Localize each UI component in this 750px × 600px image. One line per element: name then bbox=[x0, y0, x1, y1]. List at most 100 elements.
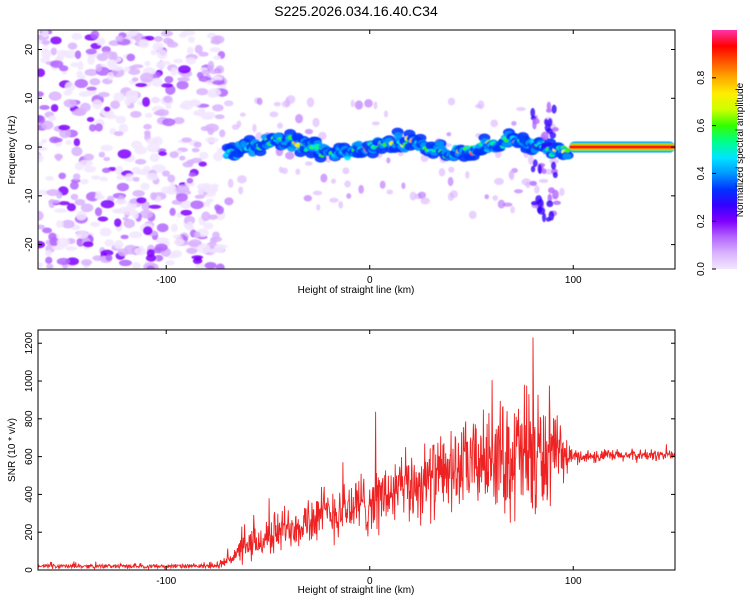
spectrogram-noise-cell bbox=[124, 97, 132, 106]
spectrogram-noise-cell bbox=[179, 200, 193, 209]
spectrogram-noise-cell bbox=[72, 173, 81, 181]
spectrogram-noise-cell bbox=[203, 111, 216, 119]
spectrogram-noise-cell bbox=[136, 197, 147, 204]
spectrogram-noise-cell bbox=[181, 137, 192, 143]
spectrogram-noise-cell bbox=[118, 123, 129, 133]
spectrogram-noise-cell bbox=[50, 104, 59, 112]
spectrogram-noise-cell bbox=[90, 221, 101, 227]
spectrogram-x-axis-label: Height of straight line (km) bbox=[298, 285, 415, 296]
spectrogram-noise-cell bbox=[205, 136, 219, 144]
spectrogram-noise-cell bbox=[212, 104, 224, 112]
spectrogram-noise-cell bbox=[38, 154, 44, 163]
spectrogram-spread-cell bbox=[530, 107, 536, 118]
spectrogram-noise-cell bbox=[150, 49, 157, 56]
spectrogram-scatter-cell bbox=[318, 131, 327, 140]
spectrogram-scatter-cell bbox=[450, 190, 458, 199]
spectrogram-spread-cell bbox=[540, 142, 547, 149]
spectrogram-noise-cell bbox=[170, 223, 178, 233]
spectrogram-scatter-cell bbox=[386, 189, 394, 195]
spectrogram-noise-cell bbox=[123, 31, 138, 38]
spectrogram-scatter-cell bbox=[281, 167, 288, 175]
spectrogram-noise-cell bbox=[186, 46, 194, 55]
spectrogram-noise-cell bbox=[130, 110, 142, 118]
spectrogram-noise-cell bbox=[156, 49, 168, 60]
spectrogram-spread-cell bbox=[551, 127, 559, 132]
spectrogram-scatter-cell bbox=[447, 97, 456, 106]
spectrogram-noise-cell bbox=[135, 82, 148, 88]
spectrogram-noise-cell bbox=[219, 84, 227, 89]
spectrogram-noise-cell bbox=[89, 78, 101, 86]
spectrogram-noise-cell bbox=[126, 53, 136, 62]
spectrogram-noise-cell bbox=[54, 208, 68, 213]
spectrogram-noise-cell bbox=[80, 259, 93, 266]
spectrogram-scatter-cell bbox=[534, 185, 540, 194]
spectrogram-noise-cell bbox=[40, 47, 49, 53]
spectrogram-noise-cell bbox=[144, 35, 155, 41]
spectrogram-noise-cell bbox=[143, 123, 152, 130]
spectrogram-noise-cell bbox=[194, 44, 203, 54]
spectrogram-noise-cell bbox=[63, 98, 77, 108]
spectrogram-noise-cell bbox=[59, 128, 71, 139]
spectrogram-noise-cell bbox=[55, 153, 62, 162]
spectrogram-noise-cell bbox=[209, 69, 219, 75]
spectrogram-noise-cell bbox=[123, 66, 131, 73]
spectrogram-cells bbox=[38, 30, 675, 269]
spectrogram-scatter-cell bbox=[306, 97, 315, 108]
spectrogram-noise-cell bbox=[94, 207, 103, 217]
snr-x-tick-label: -100 bbox=[156, 576, 176, 587]
spectrogram-ridge-cell bbox=[344, 155, 351, 161]
spectrogram-spread-cell bbox=[546, 200, 554, 208]
spectrogram-noise-cell bbox=[139, 209, 153, 219]
spectrogram-noise-cell bbox=[45, 256, 53, 264]
snr-series-line bbox=[38, 337, 675, 570]
spectrogram-noise-cell bbox=[164, 76, 174, 84]
spectrogram-scatter-cell bbox=[269, 111, 279, 118]
spectrogram-noise-cell bbox=[169, 207, 176, 217]
spectrogram-noise-cell bbox=[166, 41, 179, 48]
spectrogram-noise-cell bbox=[202, 184, 213, 193]
spectrogram-noise-cell bbox=[96, 37, 106, 46]
spectrogram-noise-cell bbox=[138, 38, 150, 49]
spectrogram-scatter-cell bbox=[312, 190, 323, 196]
spectrogram-spread-cell bbox=[532, 159, 538, 168]
spectrogram-noise-cell bbox=[117, 149, 132, 159]
spectrogram-noise-cell bbox=[38, 115, 46, 124]
spectrogram-noise-cell bbox=[46, 263, 54, 269]
spectrogram-noise-cell bbox=[38, 210, 44, 221]
snr-y-tick-label: 200 bbox=[24, 523, 35, 540]
spectrogram-noise-cell bbox=[100, 249, 114, 257]
spectrogram-scatter-cell bbox=[446, 132, 452, 137]
spectrogram-noise-cell bbox=[175, 184, 190, 194]
spectrogram-noise-cell bbox=[105, 254, 113, 262]
spectrogram-noise-cell bbox=[45, 249, 52, 257]
spectrogram-spread-cell bbox=[544, 118, 549, 126]
spectrogram-noise-cell bbox=[38, 189, 50, 196]
spectrogram-noise-cell bbox=[153, 36, 163, 42]
spectrogram-noise-cell bbox=[50, 60, 64, 69]
spectrogram-noise-cell bbox=[190, 200, 204, 210]
spectrogram-noise-cell bbox=[125, 89, 139, 100]
spectrogram-noise-cell bbox=[71, 109, 86, 116]
spectrogram-x-tick-label: 0 bbox=[367, 275, 373, 286]
spectrogram-scatter-cell bbox=[544, 168, 554, 175]
spectrogram-noise-cell bbox=[75, 210, 87, 221]
spectrogram-scatter-cell bbox=[484, 194, 490, 200]
spectrogram-scatter-cell bbox=[281, 100, 291, 108]
colorbar-ticks: 0.0 0.2 0.4 0.6 0.8 bbox=[696, 70, 716, 276]
spectrogram-noise-cell bbox=[212, 80, 225, 86]
spectrogram-noise-cell bbox=[144, 60, 151, 67]
snr-y-tick-label: 400 bbox=[24, 486, 35, 503]
spectrogram-noise-cell bbox=[69, 181, 79, 190]
spectrogram-noise-cell bbox=[193, 109, 206, 117]
spectrogram-noise-cell bbox=[151, 77, 163, 88]
spectrogram-noise-cell bbox=[66, 257, 79, 266]
spectrogram-noise-cell bbox=[156, 223, 169, 233]
spectrogram-noise-cell bbox=[49, 237, 59, 247]
spectrogram-scatter-cell bbox=[273, 101, 282, 107]
spectrogram-noise-cell bbox=[127, 68, 141, 75]
snr-y-axis-label: SNR (10 * v/v) bbox=[7, 418, 18, 482]
spectrogram-noise-cell bbox=[100, 144, 113, 152]
spectrogram-noise-cell bbox=[186, 221, 194, 230]
spectrogram-noise-cell bbox=[144, 112, 153, 118]
spectrogram-noise-cell bbox=[173, 238, 185, 246]
